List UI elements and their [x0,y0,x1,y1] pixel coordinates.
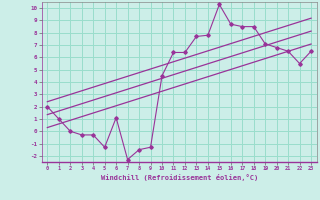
X-axis label: Windchill (Refroidissement éolien,°C): Windchill (Refroidissement éolien,°C) [100,174,258,181]
